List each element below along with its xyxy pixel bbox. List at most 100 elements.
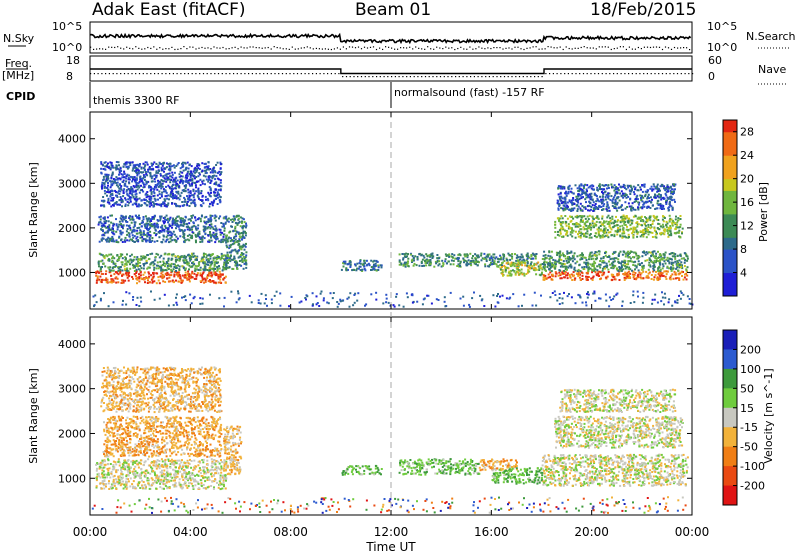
power-point <box>170 258 173 261</box>
power-point <box>571 207 574 210</box>
power-point <box>610 273 613 276</box>
power-point <box>436 257 439 260</box>
nave-dot <box>541 76 543 78</box>
power-point <box>653 269 656 272</box>
power-point <box>241 220 243 223</box>
nave-label: Nave <box>758 63 786 76</box>
power-point <box>139 274 142 277</box>
power-point <box>116 277 119 280</box>
power-point <box>145 262 148 264</box>
power-point <box>171 279 174 282</box>
power-point <box>563 186 566 189</box>
power-point <box>121 176 124 179</box>
power-point <box>242 245 244 248</box>
nsearch-dot <box>216 47 218 49</box>
power-point <box>167 257 170 260</box>
power-point <box>181 229 184 232</box>
nsearch-dot <box>165 48 167 50</box>
nsearch-dot <box>658 46 661 48</box>
power-point <box>183 223 186 226</box>
power-point <box>211 214 214 217</box>
power-point <box>235 264 238 267</box>
power-point <box>151 175 154 178</box>
power-point <box>204 233 207 236</box>
power-point <box>179 170 182 173</box>
power-point <box>521 255 524 258</box>
power-point <box>219 189 222 192</box>
power-point <box>171 202 173 205</box>
power-point <box>110 176 113 179</box>
power-point <box>465 260 468 263</box>
power-point <box>187 167 190 170</box>
power-point <box>211 274 214 277</box>
power-point <box>223 263 225 266</box>
power-point <box>229 245 232 248</box>
power-point <box>111 255 114 258</box>
power-point <box>207 258 210 260</box>
power-point <box>642 265 645 268</box>
power-point <box>531 265 534 268</box>
power-point <box>676 260 679 263</box>
power-point <box>574 262 577 265</box>
power-point <box>473 262 476 265</box>
power-point <box>234 221 237 224</box>
power-point <box>162 201 165 204</box>
power-point <box>539 265 542 268</box>
power-point <box>660 232 663 234</box>
power-point <box>438 260 441 263</box>
power-point <box>586 232 589 235</box>
power-point <box>680 261 683 264</box>
power-point <box>135 192 138 195</box>
power-point <box>518 269 521 272</box>
power-point <box>169 216 172 219</box>
power-point <box>145 196 148 199</box>
power-point <box>225 255 228 258</box>
power-point <box>224 221 227 224</box>
power-point <box>559 217 562 220</box>
power-point <box>139 229 142 232</box>
power-point <box>142 238 145 241</box>
power-point <box>199 266 202 269</box>
nave-dot <box>620 73 622 75</box>
nave-dot <box>684 73 686 75</box>
power-point <box>103 216 106 219</box>
power-point <box>428 264 431 267</box>
power-point <box>586 230 589 233</box>
power-point <box>217 256 220 258</box>
power-point <box>189 218 192 221</box>
power-point <box>563 263 566 266</box>
power-point <box>627 202 630 205</box>
power-point <box>197 196 200 199</box>
power-point <box>398 253 401 256</box>
power-point <box>140 184 142 187</box>
power-point <box>535 273 538 276</box>
power-point <box>373 265 376 268</box>
power-point <box>187 179 190 182</box>
power-point <box>153 214 156 217</box>
power-point <box>173 270 176 273</box>
power-point <box>199 269 202 272</box>
power-point <box>217 172 220 175</box>
nsearch-dot <box>394 48 396 50</box>
power-point <box>676 262 679 265</box>
power-point <box>109 190 112 192</box>
power-point <box>660 254 663 257</box>
power-point <box>670 252 673 255</box>
power-point <box>201 279 204 282</box>
power-point <box>344 260 347 263</box>
power-point <box>363 268 366 270</box>
power-point <box>581 221 584 223</box>
power-point <box>555 272 558 275</box>
power-point <box>628 236 630 238</box>
power-point <box>544 254 547 257</box>
power-point <box>648 257 651 260</box>
nave-dot <box>571 73 573 75</box>
power-point <box>100 161 103 164</box>
power-scatter <box>92 161 694 308</box>
power-point <box>570 266 573 269</box>
nave-dot <box>579 73 581 75</box>
power-point <box>511 257 514 260</box>
power-point <box>444 253 447 256</box>
power-point <box>213 271 216 274</box>
nave-dot <box>229 73 231 75</box>
